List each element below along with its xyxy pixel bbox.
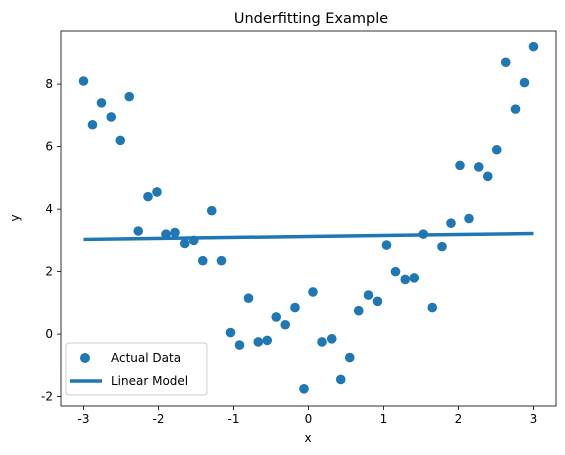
data-point [400,274,411,285]
data-point [353,305,364,316]
data-point [446,218,456,228]
data-point [317,337,327,347]
y-tick-label: 4 [45,202,53,216]
data-point [170,227,180,238]
y-tick-label: 8 [45,77,53,91]
x-axis: -3 -2 -1 0 1 2 3 [78,406,538,426]
data-point [473,162,484,172]
legend-label-actual-data: Actual Data [111,351,181,365]
data-point [161,229,171,239]
y-tick-label: 0 [45,327,53,341]
data-point [106,112,117,122]
data-point [510,104,521,114]
data-point [280,319,291,330]
data-point [179,238,190,249]
data-point [528,41,539,52]
data-point [381,240,392,250]
x-tick-label: -2 [153,412,165,426]
data-point [152,187,162,197]
data-point [124,91,135,102]
data-point [133,226,144,236]
data-point [299,384,309,394]
legend-marker-actual-data [80,353,90,363]
data-point [87,119,98,130]
line-series [83,231,534,242]
y-axis-label: y [8,214,22,221]
x-tick-label: 0 [305,412,313,426]
data-point [197,255,208,266]
data-point [455,160,465,171]
linear-model-line [83,231,534,242]
x-tick-label: -1 [228,412,240,426]
data-point [115,135,126,146]
y-tick-label: -2 [41,390,53,404]
scatter-series [78,41,539,394]
data-point [326,334,337,344]
data-point [344,352,355,363]
data-point [216,255,227,266]
data-point [491,144,502,155]
data-point [409,273,420,283]
data-point [519,77,530,88]
y-tick-label: 2 [45,265,53,279]
y-axis: -2 0 2 4 6 8 [41,77,61,404]
x-axis-label: x [304,431,311,445]
data-point [308,287,318,297]
data-point [363,290,374,300]
x-tick-label: 2 [455,412,463,426]
data-point [500,57,511,68]
data-point [335,374,346,385]
x-tick-label: 3 [530,412,538,426]
data-point [206,205,217,216]
data-point [372,296,383,307]
legend-label-linear-model: Linear Model [111,374,188,388]
x-tick-label: -3 [78,412,90,426]
data-point [143,191,153,202]
data-point [271,312,282,322]
data-point [427,302,438,313]
x-tick-label: 1 [380,412,388,426]
data-point [437,241,447,252]
data-point [290,302,300,313]
data-point [243,293,254,303]
legend: Actual Data Linear Model [65,342,208,396]
data-point [96,98,107,108]
y-tick-label: 6 [45,140,53,154]
chart-title: Underfitting Example [234,11,388,27]
data-point [234,340,245,350]
data-point [225,327,236,338]
data-point [78,76,89,86]
data-point [253,337,264,347]
data-point [482,171,493,182]
data-point [390,266,401,277]
data-point [464,213,474,224]
data-point [262,335,273,346]
